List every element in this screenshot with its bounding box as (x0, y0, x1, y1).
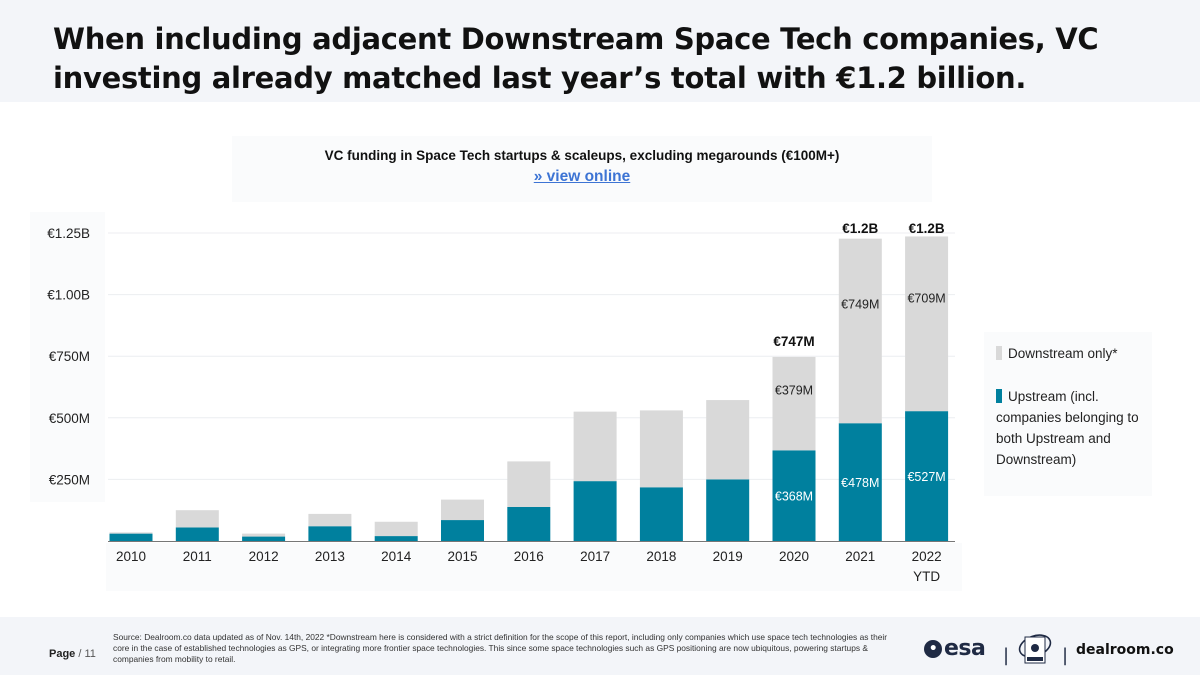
x-tick-label: 2018 (646, 549, 676, 564)
total-label-2021: €1.2B (842, 221, 878, 236)
downstream-swatch (996, 346, 1002, 360)
label-downstream-2021: €749M (841, 297, 879, 311)
total-label-2020: €747M (773, 334, 814, 349)
x-label-panel (106, 543, 962, 591)
bar-downstream-2014 (374, 521, 418, 537)
x-axis: 2010 2011 2012 2013 2014 2015 2016 2017 2018 2019… (106, 541, 962, 591)
dealroom-logo: dealroom.co (1076, 642, 1174, 658)
bar-downstream-2018 (639, 410, 683, 488)
header-band (0, 0, 1200, 102)
legend-label-downstream: Downstream only* (1008, 346, 1118, 361)
bars (109, 236, 949, 541)
esa-logo: • esa (924, 636, 986, 661)
x-tick-label: 2015 (447, 549, 477, 564)
bar-downstream-2019 (706, 400, 750, 480)
x-tick-label: 2010 (116, 549, 146, 564)
legend-item-upstream: Upstream (incl. companies belonging to b… (996, 386, 1146, 470)
esa-mark-icon: • (924, 640, 942, 658)
x-tick-label: 2020 (779, 549, 809, 564)
y-tick-label: €750M (49, 349, 90, 364)
bar-downstream-2021 (838, 238, 882, 424)
legend-label-upstream: Upstream (incl. companies belonging to b… (996, 389, 1139, 467)
label-downstream-2022: €709M (907, 292, 945, 306)
x-tick-label: 2022 (912, 549, 942, 564)
upstream-swatch (996, 389, 1002, 403)
bar-upstream-2017 (573, 481, 617, 541)
x-tick-label: 2021 (845, 549, 875, 564)
data-labels: €368M €379M €747M €478M €749M €1.2B €527M €709M… (773, 221, 945, 504)
label-upstream-2022: €527M (907, 470, 945, 484)
x-tick-label: 2011 (183, 549, 212, 564)
y-tick-label: €500M (49, 411, 90, 426)
x-tick-label: 2016 (514, 549, 544, 564)
page-label: Page (49, 648, 76, 660)
certification-badge-icon (1018, 634, 1052, 664)
logo-divider-2: | (1062, 645, 1069, 666)
bar-upstream-2012 (242, 536, 286, 541)
bar-downstream-2015 (441, 499, 484, 521)
bar-upstream-2013 (308, 526, 352, 541)
gridlines (108, 232, 955, 480)
bar-downstream-2017 (573, 411, 617, 482)
page-headline: When including adjacent Downstream Space… (53, 22, 1099, 95)
bar-downstream-2013 (308, 513, 352, 527)
y-tick-label: €1.25B (47, 226, 90, 241)
x-tick-label: 2019 (713, 549, 743, 564)
chart-title: VC funding in Space Tech startups & scal… (324, 148, 840, 163)
view-online-link[interactable]: » view online (533, 168, 631, 185)
label-upstream-2020: €368M (775, 490, 813, 504)
bar-upstream-2019 (706, 479, 750, 541)
bar-downstream-2012 (242, 533, 286, 537)
bar-upstream-2010 (109, 533, 153, 541)
legend-item-downstream: Downstream only* (996, 343, 1146, 364)
x-tick-label: 2014 (381, 549, 412, 564)
y-tick-label: €1.00B (47, 288, 90, 303)
x-tick-sublabel: YTD (913, 569, 940, 584)
bar-downstream-2011 (175, 510, 219, 528)
bar-upstream-2015 (441, 520, 484, 541)
x-tick-label: 2017 (580, 549, 610, 564)
bar-downstream-2020 (772, 356, 816, 451)
footer: Page / 11 Source: Dealroom.co data updat… (0, 617, 1200, 675)
bar-upstream-2016 (507, 506, 551, 541)
logo-divider: | (1003, 645, 1010, 666)
chart-header: VC funding in Space Tech startups & scal… (232, 136, 932, 202)
y-label-panel (30, 212, 105, 502)
x-tick-label: 2012 (249, 549, 279, 564)
bar-downstream-2010 (109, 532, 153, 534)
stacked-bar-chart: €250M €500M €750M €1.00B €1.25B €368M €379M €7… (30, 212, 962, 591)
label-upstream-2021: €478M (841, 476, 879, 490)
source-note: Source: Dealroom.co data updated as of N… (113, 632, 888, 664)
total-label-2022: €1.2B (909, 221, 945, 236)
bar-downstream-2022 (905, 236, 949, 412)
label-downstream-2020: €379M (775, 384, 813, 398)
x-tick-label: 2013 (315, 549, 345, 564)
bar-upstream-2011 (175, 527, 219, 541)
page-total: / 11 (78, 648, 96, 660)
page-number: Page / 11 (49, 648, 96, 660)
bar-upstream-2020 (772, 450, 816, 541)
y-axis: €250M €500M €750M €1.00B €1.25B (30, 212, 105, 502)
bar-upstream-2022 (905, 411, 949, 541)
bar-downstream-2016 (507, 461, 551, 507)
bar-upstream-2018 (639, 487, 683, 541)
bar-upstream-2021 (838, 423, 882, 541)
partner-logos: • esa | | dealroom.co (920, 629, 1200, 669)
bar-upstream-2014 (374, 536, 418, 541)
esa-logo-text: esa (944, 636, 986, 661)
y-tick-label: €250M (49, 472, 90, 487)
legend: Downstream only* Upstream (incl. compani… (984, 332, 1152, 496)
